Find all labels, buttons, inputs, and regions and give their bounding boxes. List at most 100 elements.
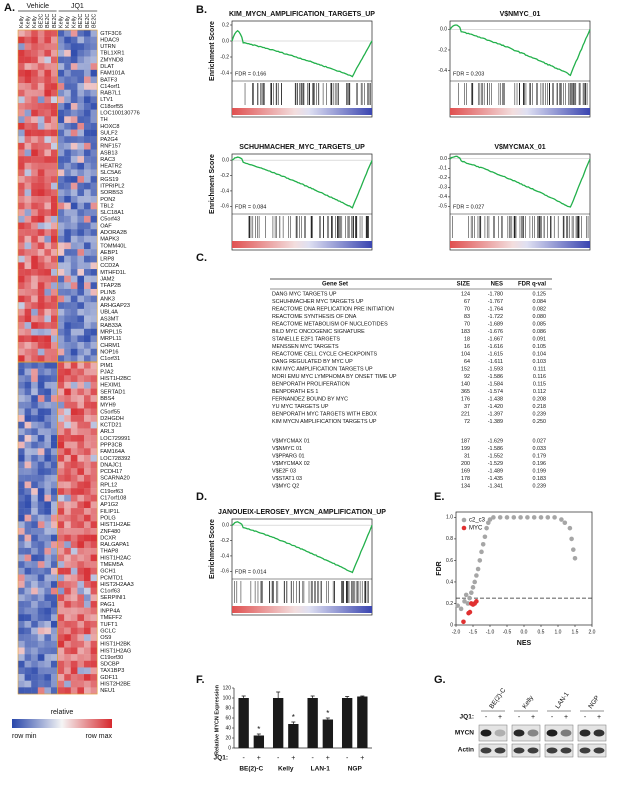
table-cell: V$NMYC 01 — [272, 446, 302, 452]
heatmap-cell — [44, 468, 52, 476]
heatmap-cell — [24, 136, 32, 144]
blot-background — [478, 724, 508, 742]
heatmap-cell — [70, 494, 78, 502]
heatmap-cell — [70, 262, 78, 270]
gsea-title: SCHUHMACHER_MYC_TARGETS_UP — [239, 144, 365, 151]
gene-label: RAB33A — [100, 323, 122, 329]
heatmap-cell — [37, 368, 45, 376]
heatmap-cell — [70, 554, 78, 562]
heatmap-cell — [51, 56, 58, 64]
table-cell: REACTOME SYNTHESIS OF DNA — [272, 314, 357, 320]
heatmap-cell — [64, 567, 71, 575]
table-cell: 187 — [461, 438, 470, 444]
y-tick-label: -0.2 — [220, 538, 229, 544]
heatmap-cell — [84, 508, 91, 515]
heatmap-cell — [70, 269, 78, 276]
heatmap-cell — [44, 335, 52, 343]
table-cell: -1.615 — [488, 351, 503, 357]
heatmap-cell — [24, 275, 32, 283]
heatmap-cell — [64, 601, 71, 608]
heatmap-cell — [44, 687, 52, 695]
y-tick-label: 120 — [223, 685, 232, 691]
heatmap-cell — [77, 302, 85, 310]
heatmap-cell — [31, 322, 38, 329]
heatmap-cell — [70, 342, 78, 349]
heatmap-cell — [24, 601, 32, 608]
condition-label: + — [326, 755, 330, 762]
heatmap-cell — [31, 215, 38, 223]
heatmap-cell — [77, 614, 85, 622]
heatmap-cell — [31, 196, 38, 203]
heatmap-cell — [24, 43, 32, 51]
heatmap-cell — [64, 76, 71, 84]
heatmap-cell — [64, 634, 71, 642]
band — [593, 729, 605, 737]
heatmap-cell — [44, 255, 52, 263]
heatmap-cell — [90, 448, 98, 456]
point — [474, 573, 479, 578]
heatmap-cell — [57, 182, 65, 190]
heatmap-cell — [24, 242, 32, 250]
heatmap-cell — [57, 501, 65, 509]
cell-line-label: Kelly — [521, 694, 535, 710]
heatmap-cell — [31, 56, 38, 64]
heatmap-cell — [70, 541, 78, 549]
table-cell: 178 — [461, 476, 470, 482]
table-cell: 72 — [464, 419, 470, 425]
heatmap-cell — [57, 554, 65, 562]
heatmap-cell — [64, 189, 71, 197]
heatmap-cell — [64, 647, 71, 655]
heatmap-cell — [90, 401, 98, 409]
heatmap-cell — [18, 674, 25, 681]
table-cell: STANELLE E2F1 TARGETS — [272, 336, 340, 342]
panel-label: D. — [196, 491, 207, 503]
heatmap-cell — [44, 375, 52, 383]
heatmap-cell — [90, 162, 98, 170]
heatmap-cell — [24, 282, 32, 290]
heatmap-cell — [24, 567, 32, 575]
heatmap-cell — [84, 521, 91, 529]
heatmap-cell — [64, 587, 71, 595]
heatmap-cell — [37, 76, 45, 84]
heatmap-cell — [90, 441, 98, 449]
heatmap-cell — [84, 255, 91, 263]
heatmap-cell — [64, 49, 71, 57]
heatmap-cell — [51, 534, 58, 542]
heatmap-cell — [37, 634, 45, 642]
heatmap-cell — [64, 355, 71, 363]
point — [572, 555, 578, 561]
heatmap-cell — [57, 269, 65, 276]
heatmap-cell — [24, 96, 32, 104]
heatmap-cell — [84, 209, 91, 217]
heatmap-cell — [64, 554, 71, 562]
heatmap-cell — [64, 488, 71, 495]
heatmap-cell — [84, 30, 91, 37]
heatmap-cell — [90, 282, 98, 290]
heatmap-cell — [44, 368, 52, 376]
heatmap-cell — [90, 328, 98, 336]
table-cell: V$MYCMAX 01 — [272, 438, 310, 444]
heatmap-cell — [18, 83, 25, 90]
heatmap-cell — [84, 388, 91, 396]
heatmap-cell — [51, 103, 58, 110]
point — [552, 515, 557, 520]
heatmap-cell — [57, 381, 65, 389]
table-cell: 0.084 — [533, 299, 547, 305]
heatmap-cell — [70, 315, 78, 323]
heatmap-cell — [57, 395, 65, 403]
heatmap-cell — [57, 49, 65, 57]
heatmap-cell — [84, 215, 91, 223]
heatmap-cell — [64, 667, 71, 675]
gene-label: GCLC — [100, 628, 116, 634]
heatmap-cell — [64, 36, 71, 44]
heatmap-cell — [31, 454, 38, 462]
condition-label: - — [277, 755, 280, 762]
gene-label: ANK3 — [100, 296, 115, 302]
heatmap-cell — [18, 508, 25, 515]
heatmap-cell — [51, 395, 58, 403]
legend-label: c2_c3 — [469, 518, 486, 524]
heatmap-cell — [90, 640, 98, 648]
heatmap-cell — [51, 116, 58, 124]
y-tick-label: 0.2 — [222, 22, 229, 28]
heatmap-cell — [70, 607, 78, 615]
